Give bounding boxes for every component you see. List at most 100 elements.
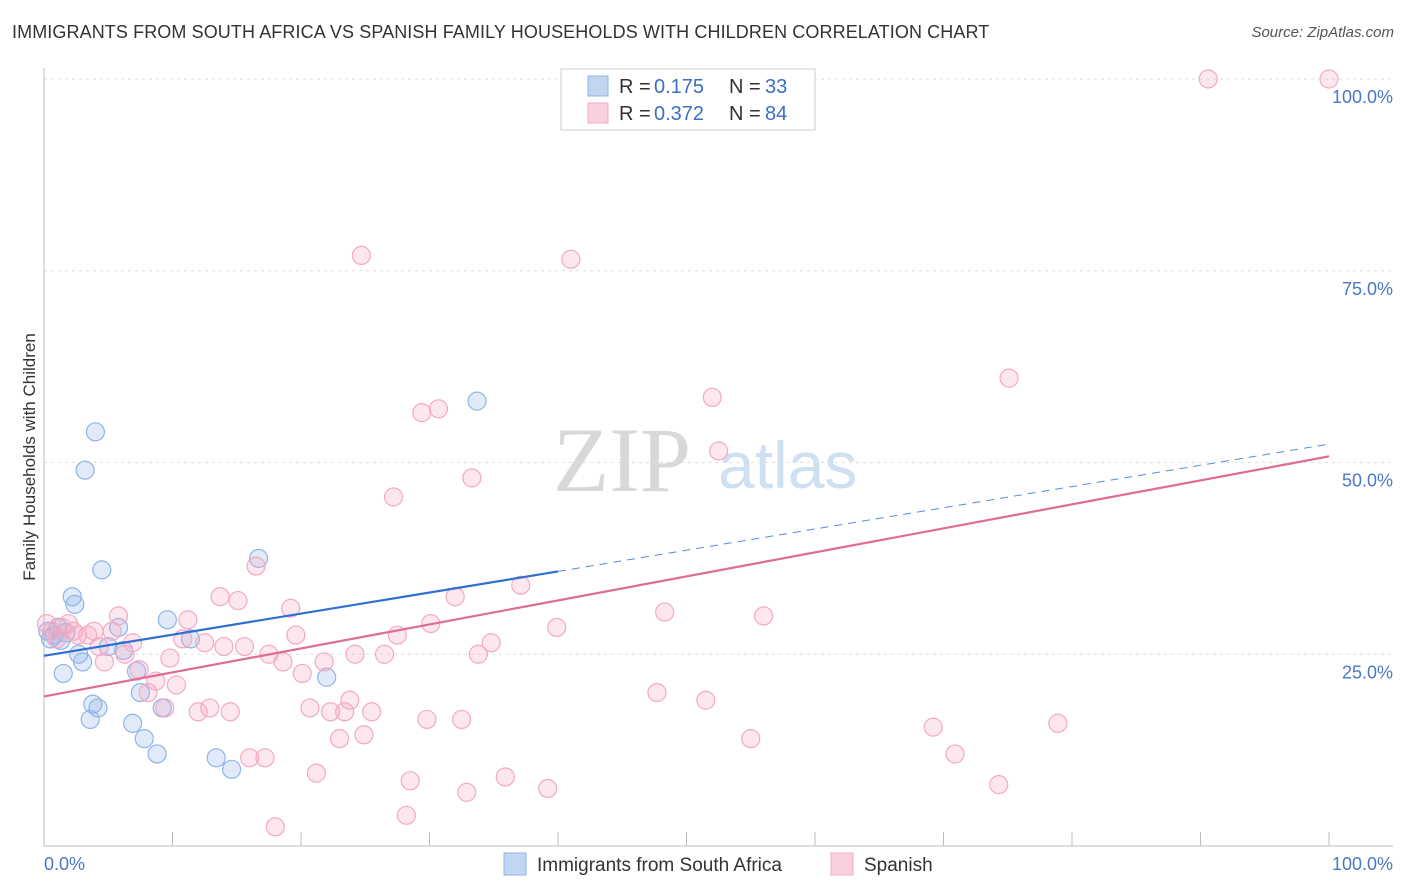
legend-n-value-1: 84: [765, 103, 787, 125]
series-spanish-points: [36, 69, 1339, 837]
y-axis-label: Family Households with Children: [20, 333, 39, 581]
spanish-point-84: [1319, 69, 1339, 89]
x-tick-label-max: 100.0%: [1332, 854, 1393, 874]
spanish-point-79: [945, 744, 965, 764]
spanish-point-15: [129, 659, 149, 680]
spanish-point-43: [320, 702, 341, 722]
spanish-point-81: [999, 368, 1019, 388]
spanish-point-72: [655, 602, 675, 622]
south-africa-point-22: [130, 682, 150, 703]
spanish-point-82: [1048, 713, 1068, 733]
spanish-point-54: [396, 805, 416, 825]
spanish-point-64: [468, 644, 488, 664]
legend-r-label-0: R =: [619, 76, 651, 98]
bottom-legend-swatch-south-africa: [503, 852, 527, 876]
spanish-point-57: [417, 709, 437, 730]
south-africa-point-27: [180, 629, 201, 649]
legend-r-label-1: R =: [619, 103, 651, 125]
spanish-point-10: [94, 652, 114, 672]
watermark: ZIP atlas: [553, 409, 857, 511]
spanish-point-71: [647, 682, 667, 703]
spanish-point-44: [329, 729, 350, 749]
y-tick-labels: 25.0% 50.0% 75.0% 100.0%: [1332, 87, 1393, 682]
spanish-point-33: [255, 748, 275, 768]
legend-r-value-1: 0.372: [654, 103, 704, 125]
trend-lines: [43, 443, 1330, 698]
spanish-point-13: [115, 644, 135, 664]
spanish-point-47: [345, 644, 365, 664]
spanish-point-2: [47, 629, 67, 649]
spanish-point-51: [374, 644, 395, 664]
y-tick-label-25: 25.0%: [1342, 662, 1393, 682]
spanish-point-5: [63, 621, 84, 641]
spanish-point-12: [108, 606, 129, 626]
south-africa-trend-extension: [557, 443, 1330, 572]
spanish-point-68: [538, 778, 558, 799]
spanish-point-26: [210, 587, 230, 607]
spanish-point-25: [200, 698, 220, 718]
x-axis-ticks: [172, 832, 1330, 846]
spanish-point-31: [240, 748, 260, 768]
spanish-point-16: [138, 682, 158, 703]
y-tick-label-50: 50.0%: [1342, 471, 1393, 491]
spanish-point-45: [335, 702, 355, 722]
spanish-point-76: [741, 729, 761, 749]
spanish-point-27: [214, 636, 234, 657]
spanish-point-38: [286, 625, 306, 645]
spanish-point-59: [428, 399, 449, 419]
spanish-point-77: [753, 606, 774, 626]
south-africa-point-13: [83, 694, 103, 714]
spanish-point-35: [265, 817, 285, 837]
south-africa-point-11: [75, 460, 95, 480]
spanish-point-52: [383, 487, 404, 507]
spanish-point-41: [306, 763, 327, 783]
y-tick-label-100: 100.0%: [1332, 87, 1393, 107]
spanish-point-61: [452, 709, 472, 730]
spanish-point-69: [547, 617, 567, 638]
legend-r-value-0: 0.175: [654, 76, 704, 98]
south-africa-point-26: [157, 610, 177, 630]
spanish-point-39: [292, 663, 312, 684]
spanish-point-18: [155, 698, 175, 718]
series-south-africa-points: [38, 391, 487, 779]
south-africa-point-8: [65, 594, 85, 614]
spanish-point-66: [495, 767, 515, 787]
spanish-point-40: [300, 698, 320, 718]
south-africa-point-29: [222, 759, 242, 779]
spanish-point-42: [314, 652, 334, 672]
south-africa-point-7: [62, 587, 82, 607]
south-africa-point-28: [206, 748, 226, 768]
spanish-point-49: [354, 725, 374, 745]
south-africa-point-20: [123, 713, 143, 733]
spanish-point-62: [457, 782, 477, 802]
spanish-point-29: [228, 590, 248, 611]
spanish-point-73: [696, 690, 716, 710]
legend-n-label-1: N =: [729, 103, 761, 125]
spanish-point-22: [178, 610, 198, 630]
spanish-point-75: [709, 441, 729, 461]
south-africa-point-32: [467, 391, 487, 411]
legend-swatch-spanish: [587, 102, 609, 124]
south-africa-point-5: [53, 663, 73, 684]
south-africa-point-10: [72, 652, 93, 672]
south-africa-trend-line: [43, 570, 559, 657]
spanish-point-37: [281, 598, 301, 618]
spanish-point-19: [160, 648, 180, 668]
spanish-point-83: [1198, 69, 1218, 89]
south-africa-point-12: [80, 709, 100, 730]
watermark-atlas: atlas: [718, 428, 857, 502]
spanish-point-36: [273, 652, 293, 672]
south-africa-point-15: [88, 698, 108, 718]
chart-title: IMMIGRANTS FROM SOUTH AFRICA VS SPANISH …: [12, 22, 990, 42]
y-tick-label-75: 75.0%: [1342, 279, 1393, 299]
correlation-legend: R = 0.175 N = 33 R = 0.372 N = 84: [560, 68, 816, 131]
spanish-point-23: [188, 702, 208, 722]
spanish-point-74: [702, 387, 722, 407]
spanish-point-63: [462, 468, 482, 488]
watermark-zip: ZIP: [553, 409, 691, 511]
legend-n-label-0: N =: [729, 76, 761, 98]
spanish-point-80: [989, 775, 1009, 795]
legend-swatch-south-africa: [587, 75, 609, 97]
spanish-point-46: [340, 690, 360, 710]
spanish-point-32: [246, 556, 266, 576]
